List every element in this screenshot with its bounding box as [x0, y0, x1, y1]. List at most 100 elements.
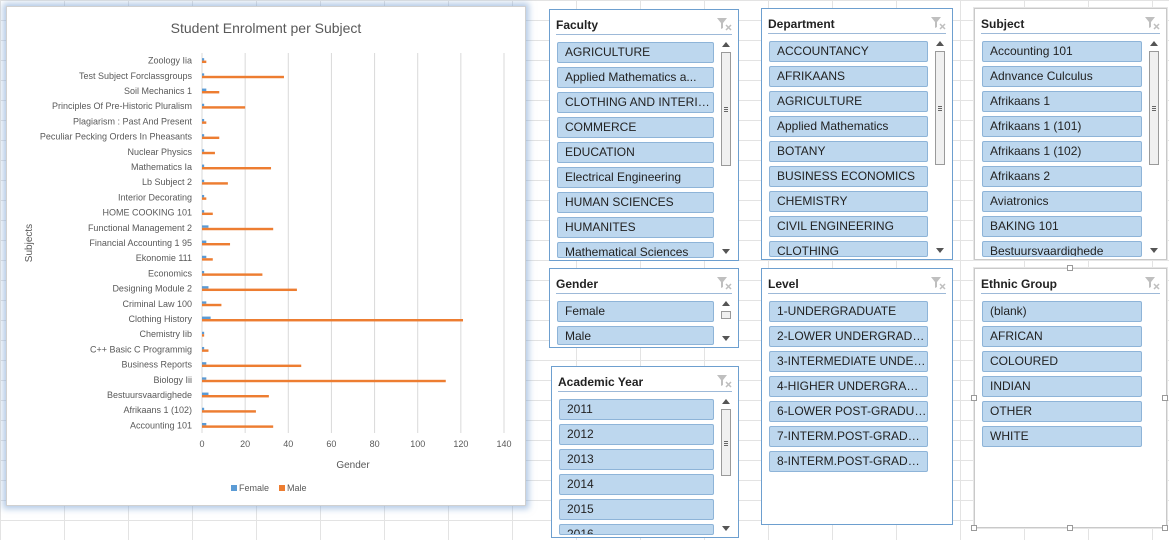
faculty-slicer[interactable]: Faculty AGRICULTURE Applied Mathematics a.…	[549, 9, 739, 261]
slicer-item[interactable]: Mathematical Sciences	[557, 242, 714, 258]
slicer-item[interactable]: AFRIKAANS	[769, 66, 928, 87]
slicer-item[interactable]: 2013	[559, 449, 714, 470]
chart-title: Student Enrolment per Subject	[171, 20, 362, 36]
scroll-up-icon[interactable]	[722, 399, 730, 404]
slicer-item[interactable]: AFRICAN	[982, 326, 1142, 347]
slicer-item[interactable]: CIVIL ENGINEERING	[769, 216, 928, 237]
slicer-item[interactable]: CLOTHING	[769, 241, 928, 257]
slicer-item[interactable]: Afrikaans 1 (101)	[982, 116, 1142, 137]
clear-filter-icon[interactable]	[716, 17, 732, 31]
slicer-item[interactable]: BOTANY	[769, 141, 928, 162]
slicer-scrollbar[interactable]	[1148, 39, 1160, 255]
enrolment-chart[interactable]: Student Enrolment per Subject 0 20 40 60 80 10…	[6, 6, 526, 506]
scroll-thumb[interactable]	[935, 51, 945, 165]
slicer-item[interactable]: INDIAN	[982, 376, 1142, 397]
slicer-item[interactable]: Applied Mathematics a...	[557, 67, 714, 88]
slicer-scrollbar[interactable]	[720, 40, 732, 256]
resize-handle-top[interactable]	[1067, 265, 1073, 271]
slicer-item[interactable]: Applied Mathematics	[769, 116, 928, 137]
slicer-item[interactable]: 3-INTERMEDIATE UNDERGR...	[769, 351, 928, 372]
scroll-thumb[interactable]	[1149, 51, 1159, 165]
level-slicer[interactable]: Level 1-UNDERGRADUATE 2-LOWER UNDERGRADUAT…	[761, 268, 953, 525]
slicer-item[interactable]: Afrikaans 1	[982, 91, 1142, 112]
scroll-grip	[938, 105, 942, 107]
scroll-down-icon[interactable]	[722, 336, 730, 341]
ethnic-group-slicer[interactable]: Ethnic Group (blank) AFRICAN COLOURED INDIAN…	[974, 268, 1167, 528]
slicer-item[interactable]: Electrical Engineering	[557, 167, 714, 188]
scroll-down-icon[interactable]	[936, 248, 944, 253]
slicer-item[interactable]: HUMAN SCIENCES	[557, 192, 714, 213]
slicer-item[interactable]: 2-LOWER UNDERGRADUATE	[769, 326, 928, 347]
slicer-item[interactable]: ACCOUNTANCY	[769, 41, 928, 62]
slicer-header: Level	[768, 273, 946, 294]
slicer-item[interactable]: 2015	[559, 499, 714, 520]
slicer-item[interactable]: Afrikaans 2	[982, 166, 1142, 187]
scroll-grip	[1152, 107, 1156, 109]
slicer-scrollbar[interactable]	[934, 39, 946, 255]
slicer-item[interactable]: EDUCATION	[557, 142, 714, 163]
slicer-item[interactable]: 6-LOWER POST-GRADUATE	[769, 401, 928, 422]
legend-label-female: Female	[239, 483, 269, 493]
subject-slicer[interactable]: Subject Accounting 101 Adnvance Culculus Af…	[974, 8, 1167, 260]
scroll-up-icon[interactable]	[936, 41, 944, 46]
slicer-item[interactable]: CLOTHING AND INTERIOR	[557, 92, 714, 113]
slicer-item[interactable]: COMMERCE	[557, 117, 714, 138]
resize-handle-corner-br[interactable]	[1162, 525, 1168, 531]
slicer-item[interactable]: AGRICULTURE	[557, 42, 714, 63]
slicer-item[interactable]: 2012	[559, 424, 714, 445]
slicer-item[interactable]: AGRICULTURE	[769, 91, 928, 112]
academic-year-slicer[interactable]: Academic Year 2011 2012 2013 2014 2015 2016	[551, 366, 739, 538]
slicer-item[interactable]: Accounting 101	[982, 41, 1142, 62]
slicer-item[interactable]: HUMANITES	[557, 217, 714, 238]
bar-female	[202, 255, 207, 259]
slicer-item[interactable]: 7-INTERM.POST-GRADUATE(...	[769, 426, 928, 447]
slicer-item[interactable]: CHEMISTRY	[769, 191, 928, 212]
resize-handle-bottom[interactable]	[1067, 525, 1073, 531]
resize-handle-left[interactable]	[971, 395, 977, 401]
bar-male	[202, 243, 231, 246]
slicer-item[interactable]: Adnvance Culculus	[982, 66, 1142, 87]
slicer-scrollbar[interactable]	[720, 397, 732, 533]
slicer-item[interactable]: 8-INTERM.POST-GRADUATE(...	[769, 451, 928, 472]
slicer-item-list: Female Male	[557, 301, 714, 345]
clear-filter-icon[interactable]	[930, 16, 946, 30]
slicer-item[interactable]: COLOURED	[982, 351, 1142, 372]
scroll-thumb[interactable]	[721, 52, 731, 166]
slicer-item[interactable]: 2014	[559, 474, 714, 495]
slicer-item[interactable]: WHITE	[982, 426, 1142, 447]
slicer-item[interactable]: BAKING 101	[982, 216, 1142, 237]
clear-filter-icon[interactable]	[1144, 276, 1160, 290]
scroll-down-icon[interactable]	[722, 249, 730, 254]
scroll-down-icon[interactable]	[722, 526, 730, 531]
scroll-up-icon[interactable]	[722, 42, 730, 47]
scroll-thumb[interactable]	[721, 409, 731, 477]
scroll-up-icon[interactable]	[722, 301, 730, 306]
bar-female	[202, 331, 205, 335]
clear-filter-icon[interactable]	[716, 374, 732, 388]
resize-handle-corner-bl[interactable]	[971, 525, 977, 531]
slicer-item[interactable]: Aviatronics	[982, 191, 1142, 212]
slicer-item[interactable]: 4-HIGHER UNDERGRADUATE	[769, 376, 928, 397]
slicer-scrollbar[interactable]	[720, 299, 732, 343]
slicer-item[interactable]: Bestuursvaardighede	[982, 241, 1142, 257]
slicer-item[interactable]: Male	[557, 326, 714, 345]
slicer-item[interactable]: Afrikaans 1 (102)	[982, 141, 1142, 162]
slicer-item[interactable]: 2011	[559, 399, 714, 420]
clear-filter-icon[interactable]	[1144, 16, 1160, 30]
y-tick-label: Chemistry Iib	[139, 329, 192, 339]
scroll-thumb[interactable]	[721, 311, 731, 319]
clear-filter-icon[interactable]	[930, 276, 946, 290]
scroll-down-icon[interactable]	[1150, 248, 1158, 253]
scroll-up-icon[interactable]	[1150, 41, 1158, 46]
slicer-item[interactable]: 1-UNDERGRADUATE	[769, 301, 928, 322]
slicer-item[interactable]: (blank)	[982, 301, 1142, 322]
legend-swatch-male	[279, 485, 285, 491]
slicer-item[interactable]: 2016	[559, 524, 714, 535]
slicer-item[interactable]: OTHER	[982, 401, 1142, 422]
clear-filter-icon[interactable]	[716, 276, 732, 290]
resize-handle-right[interactable]	[1162, 395, 1168, 401]
gender-slicer[interactable]: Gender Female Male	[549, 268, 739, 348]
department-slicer[interactable]: Department ACCOUNTANCY AFRIKAANS AGRICULTUR…	[761, 8, 953, 260]
slicer-item[interactable]: BUSINESS ECONOMICS	[769, 166, 928, 187]
slicer-item[interactable]: Female	[557, 301, 714, 322]
